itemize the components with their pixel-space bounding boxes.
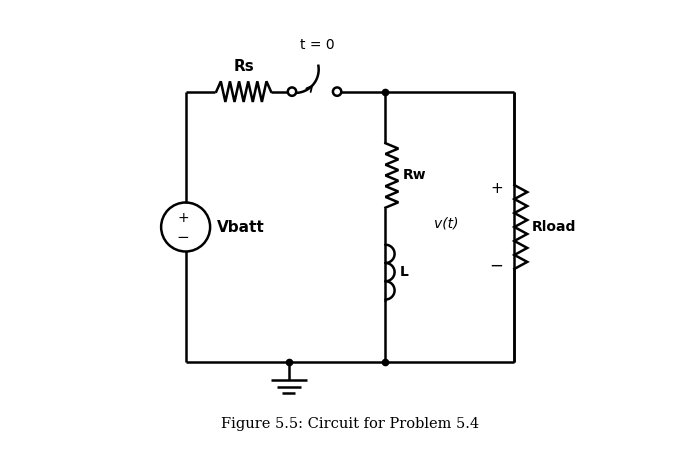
Text: t = 0: t = 0 [300,38,335,52]
Text: v(t): v(t) [435,217,459,231]
Circle shape [288,88,296,96]
Circle shape [333,88,342,96]
Text: Rs: Rs [233,59,254,74]
Text: L: L [400,265,409,279]
Text: Rw: Rw [403,168,426,183]
Text: −: − [176,231,190,246]
Text: −: − [489,257,503,275]
Text: Figure 5.5: Circuit for Problem 5.4: Figure 5.5: Circuit for Problem 5.4 [221,417,479,430]
Text: +: + [490,181,503,196]
Text: Rload: Rload [532,220,576,234]
Text: +: + [177,211,189,225]
Text: Vbatt: Vbatt [216,219,265,235]
